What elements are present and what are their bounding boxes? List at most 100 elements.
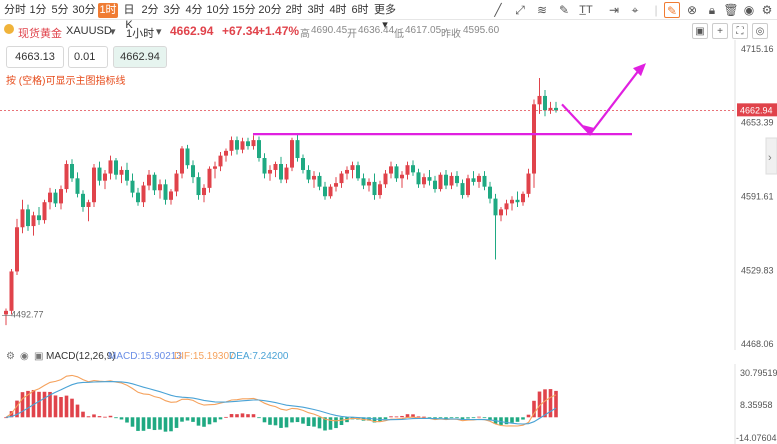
timeframe-7[interactable]: 3分 xyxy=(163,4,181,16)
timeframe-8[interactable]: 4分 xyxy=(185,4,203,16)
candle-body xyxy=(218,155,223,167)
interval-dropdown-icon[interactable]: ▾ xyxy=(156,26,162,38)
brush-icon[interactable]: ✎ xyxy=(558,3,570,17)
timeframe-9[interactable]: 10分 xyxy=(206,4,230,16)
low-value: 4617.05 xyxy=(405,25,442,36)
timeframe-16[interactable]: 更多 ▾ xyxy=(374,4,396,31)
candle-body xyxy=(53,192,58,204)
gold-coin-icon xyxy=(4,24,14,34)
candle-body xyxy=(59,189,63,204)
macd-bar xyxy=(81,411,85,418)
timeframe-14[interactable]: 4时 xyxy=(329,4,347,16)
macd-value: MACD:15.90213 xyxy=(108,351,182,362)
candle-body xyxy=(202,187,206,196)
macd-bar xyxy=(422,416,426,418)
candle-body xyxy=(119,169,124,175)
macd-chart: 30.79519 8.35958 -14.07604 xyxy=(4,364,777,444)
line-draw-icon[interactable]: ╱ xyxy=(494,3,502,17)
candle-body xyxy=(125,169,129,181)
chart-tools: ▣ + ⛶ ◎ xyxy=(690,22,777,40)
candle-body xyxy=(537,95,542,105)
interval-label[interactable]: 1小时 xyxy=(126,28,155,40)
macd-bar xyxy=(185,417,190,421)
macd-bar xyxy=(235,414,239,418)
price-tick-1: 4653.39 xyxy=(741,118,774,128)
trash-icon[interactable]: 🗑︎ xyxy=(723,3,739,17)
add-indicator-icon[interactable]: + xyxy=(712,23,728,39)
scroll-right-arrow-icon[interactable]: › xyxy=(768,152,772,164)
macd-bar xyxy=(339,417,344,426)
candle-body xyxy=(284,167,289,180)
price-change: +67.34 xyxy=(222,24,260,38)
buy-price-button[interactable]: 4662.94 xyxy=(113,46,167,68)
camera-icon[interactable]: ◎ xyxy=(752,23,768,39)
symbol-code[interactable]: XAUUSD xyxy=(66,25,112,37)
macd-eye-icon[interactable]: ◉ xyxy=(20,351,29,362)
macd-bar xyxy=(174,417,179,428)
macd-bar xyxy=(9,411,14,418)
candle-body xyxy=(75,178,80,194)
symbol-dropdown-icon[interactable]: ▾ xyxy=(110,26,116,38)
channel-icon[interactable]: ≋ xyxy=(536,3,548,17)
timeframe-15[interactable]: 6时 xyxy=(351,4,369,16)
macd-bar xyxy=(449,417,454,419)
timeframe-1[interactable]: 1分 xyxy=(29,4,47,16)
timeframe-0[interactable]: 分时 xyxy=(4,4,26,16)
scroll-right-handle[interactable] xyxy=(765,137,777,175)
macd-bar xyxy=(191,417,195,422)
macd-bar xyxy=(477,416,481,418)
timeframe-5[interactable]: 日K xyxy=(123,4,135,31)
sell-price-button[interactable]: 4663.13 xyxy=(6,46,64,68)
candle-body xyxy=(279,163,283,180)
macd-bar xyxy=(416,416,421,418)
screenshot-icon[interactable]: ▣ xyxy=(692,23,708,39)
timeframe-6[interactable]: 2分 xyxy=(141,4,159,16)
macd-bar xyxy=(75,404,80,418)
edit-draw-icon[interactable]: ✎ xyxy=(664,2,680,18)
candle-body xyxy=(4,310,8,315)
macd-bar xyxy=(301,417,305,424)
candle-body xyxy=(554,107,558,111)
settings-icon[interactable]: ⚙ xyxy=(761,3,773,17)
text-tool-icon[interactable]: T̲T xyxy=(579,4,593,16)
cursor-icon[interactable]: ⌖ xyxy=(631,3,639,17)
candle-body xyxy=(471,178,476,182)
lock-icon[interactable]: 🔒︎ xyxy=(708,3,716,17)
ray-icon[interactable]: ⤢ xyxy=(515,3,525,17)
macd-bar xyxy=(48,391,52,418)
timeframe-2[interactable]: 5分 xyxy=(51,4,69,16)
timeframe-12[interactable]: 2时 xyxy=(285,4,303,16)
candle-body xyxy=(367,181,371,186)
candle-body xyxy=(108,160,113,174)
quantity-input[interactable]: 0.01 xyxy=(68,46,108,68)
magnet-icon[interactable]: ⊗ xyxy=(686,3,698,17)
low-marker-label: —4492.77 xyxy=(2,310,44,320)
macd-bar xyxy=(136,417,140,431)
macd-bar xyxy=(268,417,272,425)
candle-body xyxy=(466,178,470,196)
macd-bar xyxy=(554,390,558,418)
candle-body xyxy=(103,173,107,181)
macd-bar xyxy=(334,417,338,429)
candle-body xyxy=(493,198,498,216)
candle-body xyxy=(383,173,388,185)
macd-bar xyxy=(92,414,96,418)
timeframe-13[interactable]: 3时 xyxy=(307,4,325,16)
timeframe-4[interactable]: 1时 xyxy=(98,3,118,18)
candle-body xyxy=(213,166,217,169)
fullscreen-icon[interactable]: ⛶ xyxy=(732,23,748,39)
dea-value: DEA:7.24200 xyxy=(229,351,289,362)
macd-box-icon[interactable]: ▣ xyxy=(34,351,44,362)
candle-body xyxy=(97,167,102,181)
eye-icon[interactable]: ◉ xyxy=(743,3,755,17)
candle-body xyxy=(81,193,85,207)
candlestick-chart[interactable]: 4690.45—4492.77 4715.164653.394591.61452… xyxy=(0,40,777,360)
timeframe-10[interactable]: 15分 xyxy=(232,4,256,16)
candle-body xyxy=(317,175,322,187)
macd-settings-icon[interactable]: ⚙ xyxy=(6,351,15,362)
symbol-name[interactable]: 现货黄金 xyxy=(18,28,62,40)
candle-body xyxy=(290,140,294,168)
timeframe-11[interactable]: 20分 xyxy=(258,4,282,16)
timeframe-3[interactable]: 30分 xyxy=(72,4,96,16)
ruler-icon[interactable]: ⇥ xyxy=(608,3,620,17)
